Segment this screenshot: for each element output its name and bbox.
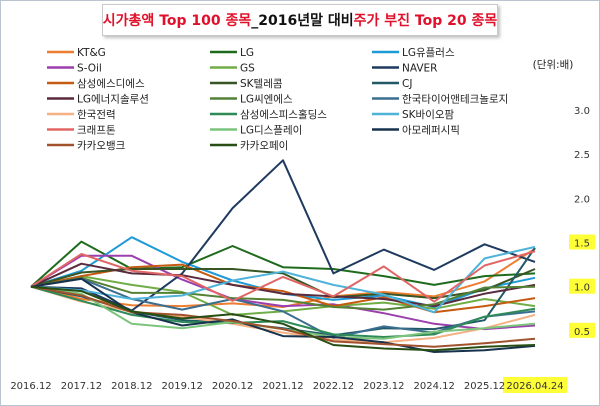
x-tick-label: 2024.12 <box>414 381 455 392</box>
legend-label: KT&G <box>77 47 106 59</box>
y-axis-ticks: 0.5 1.0 1.5 2.0 2.5 3.0 <box>574 106 590 338</box>
x-tick-label: 2017.12 <box>61 381 102 392</box>
series-line-10 <box>30 276 536 311</box>
x-axis-ticks: 2016.12 2017.12 2018.12 2019.12 2020.12 2021.… <box>10 381 563 392</box>
legend: KT&G LG LG유플러스 S-Oil GS NAVER 삼성에스디에스 SK텔레콤 CJ LG… <box>47 47 508 152</box>
unit-label: (단위:배) <box>533 58 574 71</box>
legend-label: 삼성에스피스홀딩스 <box>240 108 327 121</box>
series-lines <box>30 159 536 353</box>
legend-label: 아모레퍼시픽 <box>402 125 460 137</box>
series-line-13 <box>30 285 536 338</box>
x-tick-label: 2022.12 <box>313 381 354 392</box>
legend-label: 크래프톤 <box>77 125 116 137</box>
x-tick-label: 2023.12 <box>363 381 404 392</box>
title-part-1: 시가총액 Top 100 종목 <box>102 13 252 29</box>
series-line-15 <box>30 250 536 303</box>
legend-label: NAVER <box>402 63 437 75</box>
x-tick-label: 2016.12 <box>10 381 51 392</box>
y-tick-label: 0.5 <box>574 327 590 338</box>
series-line-17 <box>30 277 536 353</box>
chart-title: 시가총액 Top 100 종목 _2016년말 대비 주가 부진 Top 20 … <box>102 4 498 36</box>
series-line-5 <box>30 159 536 312</box>
legend-label: S-Oil <box>77 63 102 75</box>
highlight-layer <box>503 234 595 393</box>
legend-label: GS <box>240 63 255 75</box>
y-tick-highlight <box>569 322 595 338</box>
legend-label: 카카오페이 <box>240 140 288 152</box>
series-line-18 <box>30 285 536 348</box>
legend-label: LG디스플레이 <box>240 125 302 137</box>
x-tick-label: 2021.12 <box>262 381 303 392</box>
series-line-19 <box>30 285 536 352</box>
x-tick-label: 2020.12 <box>212 381 253 392</box>
y-tick-highlight <box>569 234 595 250</box>
x-tick-highlight <box>503 377 567 393</box>
legend-label: 한국전력 <box>77 109 116 121</box>
x-tick-label: 2018.12 <box>111 381 152 392</box>
legend-label: SK바이오팜 <box>402 109 455 121</box>
legend-label: SK텔레콤 <box>240 78 283 90</box>
series-line-11 <box>30 277 536 339</box>
y-tick-label: 2.0 <box>574 194 590 205</box>
series-line-1 <box>30 240 536 288</box>
y-tick-label: 1.0 <box>574 283 590 294</box>
title-part-2: _2016년말 대비 <box>251 13 354 29</box>
y-tick-label: 3.0 <box>574 106 590 117</box>
legend-label: CJ <box>402 78 412 90</box>
series-line-14 <box>30 245 536 314</box>
legend-label: 한국타이어앤테크놀로지 <box>402 94 508 106</box>
series-line-12 <box>30 285 536 344</box>
title-part-3: 주가 부진 Top 20 종목 <box>353 13 498 29</box>
legend-label: 카카오뱅크 <box>77 140 126 152</box>
legend-label: LG씨엔에스 <box>240 94 293 106</box>
y-tick-highlight <box>569 278 595 294</box>
series-line-9 <box>30 262 536 308</box>
y-tick-label: 1.5 <box>574 239 590 250</box>
y-tick-label: 2.5 <box>574 150 590 161</box>
x-tick-label: 2025.12 <box>464 381 505 392</box>
x-tick-label: 2019.12 <box>162 381 203 392</box>
x-tick-label: 2026.04.24 <box>506 381 563 392</box>
legend-label: LG에너지솔루션 <box>77 94 149 106</box>
legend-label: LG유플러스 <box>402 47 455 59</box>
legend-label: 삼성에스디에스 <box>77 78 145 90</box>
legend-label: LG <box>240 47 254 59</box>
